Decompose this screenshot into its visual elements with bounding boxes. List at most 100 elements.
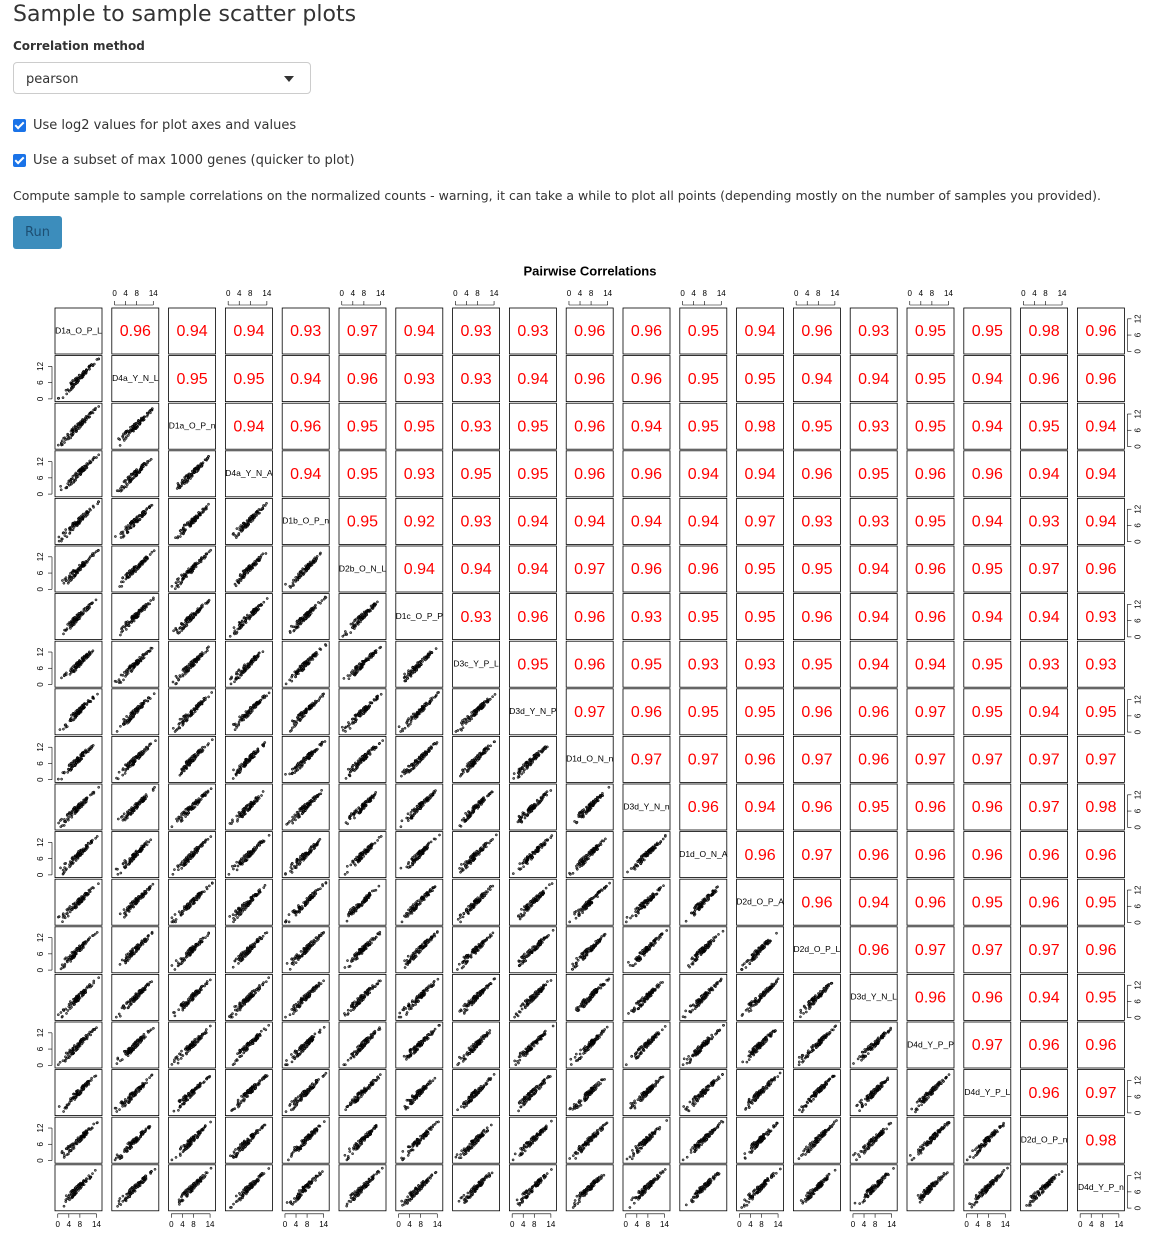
x-tick-label: 8 bbox=[873, 1220, 878, 1229]
panel bbox=[736, 831, 784, 878]
scatter-cloud bbox=[626, 833, 667, 874]
panel bbox=[168, 878, 217, 926]
y-tick-label: 6 bbox=[36, 665, 45, 670]
scatter-cloud bbox=[284, 881, 328, 924]
panel bbox=[452, 593, 501, 641]
panel bbox=[224, 450, 273, 498]
y-tick-label: 12 bbox=[1134, 409, 1143, 418]
sample-label: D1a_O_P_L bbox=[55, 325, 102, 335]
correlation-value: 0.93 bbox=[801, 514, 832, 531]
x-tick-label: 14 bbox=[887, 1220, 896, 1229]
correlation-value: 0.97 bbox=[1085, 1085, 1116, 1102]
panel bbox=[111, 926, 160, 974]
scatter-cloud bbox=[515, 1168, 553, 1207]
panel bbox=[452, 735, 501, 783]
panel bbox=[54, 545, 103, 593]
panel bbox=[168, 545, 217, 593]
panel bbox=[508, 1164, 557, 1212]
panel bbox=[679, 497, 728, 545]
scatter-cloud bbox=[115, 739, 157, 781]
scatter-cloud bbox=[400, 1120, 440, 1162]
correlation-value: 0.96 bbox=[858, 942, 889, 959]
run-button[interactable]: Run bbox=[13, 216, 62, 249]
panel bbox=[565, 783, 614, 831]
panel bbox=[508, 593, 557, 641]
panel bbox=[963, 402, 1012, 450]
panel bbox=[565, 402, 614, 450]
x-tick-label: 4 bbox=[407, 1220, 412, 1229]
scatter-cloud bbox=[571, 1173, 606, 1209]
panel bbox=[906, 1069, 955, 1116]
checkbox[interactable]: Use log2 values for plot axes and values bbox=[13, 118, 296, 133]
y-tick-label: 0 bbox=[1134, 1205, 1143, 1210]
correlation-value: 0.96 bbox=[574, 656, 605, 673]
panel bbox=[906, 355, 955, 402]
scatter-cloud bbox=[574, 977, 611, 1013]
scatter-cloud bbox=[516, 789, 553, 824]
y-tick-label: 6 bbox=[36, 570, 45, 575]
correlation-value: 0.97 bbox=[915, 704, 946, 721]
scatter-cloud bbox=[965, 1121, 1005, 1162]
panel bbox=[679, 974, 728, 1021]
correlation-value: 0.94 bbox=[461, 561, 492, 578]
sample-label: D2d_O_P_n bbox=[1021, 1134, 1068, 1144]
panel bbox=[679, 1116, 728, 1164]
correlation-value: 0.96 bbox=[801, 466, 832, 483]
panel bbox=[622, 307, 671, 355]
x-tick-label: 14 bbox=[1114, 1220, 1123, 1229]
y-tick-label: 0 bbox=[36, 777, 45, 782]
x-tick-label: 0 bbox=[624, 1220, 629, 1229]
x-tick-label: 14 bbox=[717, 289, 726, 298]
panel bbox=[1077, 497, 1125, 545]
scatter-cloud bbox=[229, 1123, 267, 1159]
panel bbox=[281, 831, 330, 878]
panel bbox=[622, 878, 671, 926]
panel bbox=[1077, 640, 1125, 688]
panel bbox=[679, 402, 728, 450]
field-label: Correlation method bbox=[13, 39, 145, 53]
scatter-cloud bbox=[343, 979, 382, 1017]
panel bbox=[1020, 974, 1068, 1021]
panel bbox=[1077, 1164, 1125, 1212]
scatter-cloud bbox=[56, 976, 101, 1019]
panel bbox=[168, 1069, 217, 1116]
panel bbox=[963, 497, 1012, 545]
panel bbox=[508, 355, 557, 402]
correlation-value: 0.93 bbox=[745, 656, 776, 673]
scatter-cloud bbox=[170, 548, 213, 591]
x-tick-label: 14 bbox=[92, 1220, 101, 1229]
correlation-value: 0.95 bbox=[801, 656, 832, 673]
panel bbox=[963, 1069, 1012, 1116]
method-select[interactable]: pearson bbox=[13, 62, 311, 94]
correlation-value: 0.96 bbox=[1029, 1085, 1060, 1102]
panel bbox=[679, 831, 728, 878]
correlation-value: 0.97 bbox=[574, 561, 605, 578]
sample-label: D4d_Y_P_n bbox=[1078, 1182, 1124, 1192]
scatter-cloud bbox=[628, 1168, 667, 1209]
correlation-value: 0.96 bbox=[972, 990, 1003, 1007]
checkbox-box bbox=[13, 154, 26, 167]
panel bbox=[622, 545, 671, 593]
scatter-cloud bbox=[178, 738, 214, 777]
correlation-value: 0.96 bbox=[1029, 371, 1060, 388]
sample-label: D4d_Y_P_P bbox=[907, 1039, 954, 1049]
panel bbox=[111, 640, 160, 688]
panel bbox=[1020, 545, 1068, 593]
correlation-value: 0.96 bbox=[1029, 847, 1060, 864]
panel bbox=[281, 1164, 330, 1212]
x-tick-label: 14 bbox=[603, 289, 612, 298]
correlation-value: 0.96 bbox=[972, 799, 1003, 816]
panel bbox=[963, 878, 1012, 926]
correlation-value: 0.94 bbox=[688, 514, 719, 531]
scatter-cloud bbox=[402, 1023, 441, 1061]
panel bbox=[849, 355, 898, 402]
correlation-value: 0.96 bbox=[915, 799, 946, 816]
scatter-cloud bbox=[56, 357, 101, 400]
scatter-cloud bbox=[399, 789, 437, 829]
panel bbox=[1020, 1069, 1068, 1116]
panel bbox=[452, 545, 501, 593]
y-tick-label: 0 bbox=[36, 967, 45, 972]
checkbox[interactable]: Use a subset of max 1000 genes (quicker … bbox=[13, 153, 355, 168]
correlation-value: 0.95 bbox=[688, 371, 719, 388]
panel bbox=[793, 735, 841, 783]
